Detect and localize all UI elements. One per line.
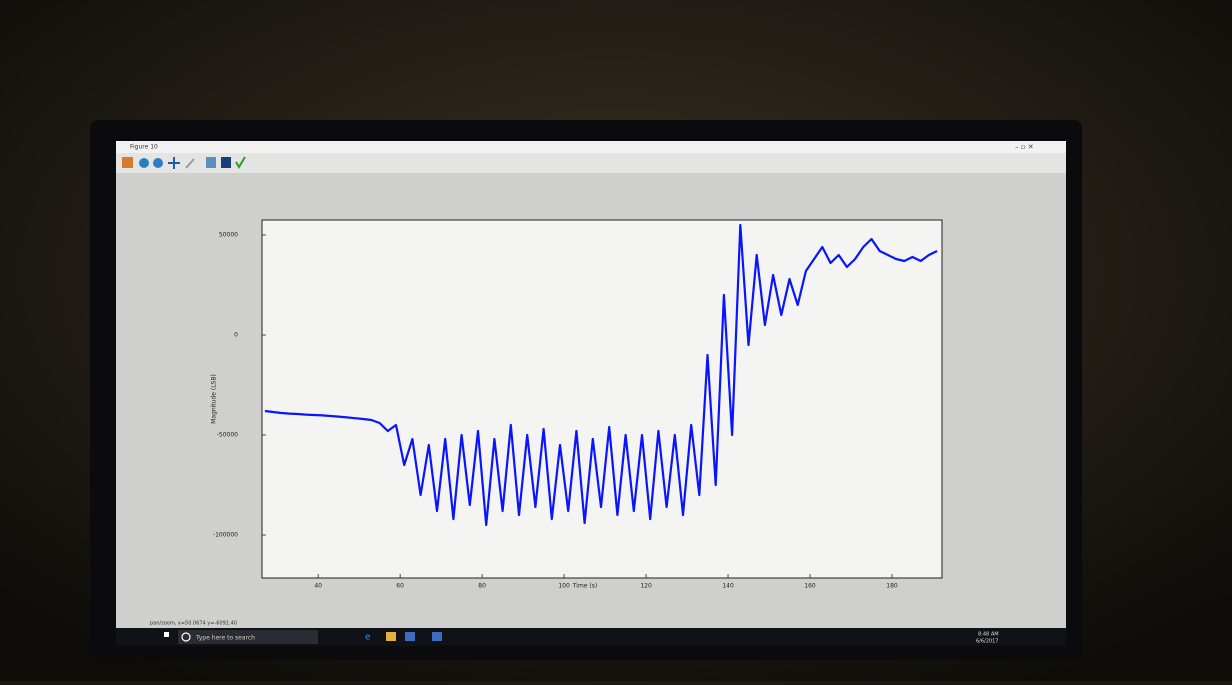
x-tick-label: 160: [804, 583, 816, 590]
toolbar: [116, 153, 1066, 173]
x-tick-label: 120: [640, 583, 652, 590]
x-tick-label: 180: [886, 583, 898, 590]
y-tick-label: 0: [234, 332, 238, 339]
start-button[interactable]: [164, 632, 169, 637]
clock-date: 6/6/2017: [976, 639, 998, 645]
window-title: Figure 10: [130, 144, 158, 151]
page: Figure 10 – ▫ ✕ 50000 0 -50000 -100000 40 60 8…: [0, 0, 1232, 681]
x-axis-label: Time (s): [572, 583, 597, 590]
y-axis-label: Magnitude (LSB): [211, 374, 218, 424]
x-tick-label: 40: [314, 583, 322, 590]
y-tick-label: -50000: [217, 432, 238, 439]
x-tick-label: 100: [558, 583, 570, 590]
title-bar: [116, 141, 1066, 153]
x-tick-label: 60: [396, 583, 404, 590]
search-placeholder[interactable]: Type here to search: [195, 635, 255, 642]
window-controls[interactable]: – ▫ ✕: [1015, 143, 1034, 151]
y-tick-label: -100000: [213, 532, 238, 539]
x-tick-label: 80: [478, 583, 486, 590]
y-tick-label: 50000: [219, 232, 238, 239]
clock-time: 8:48 AM: [978, 632, 999, 638]
svg-text:e: e: [365, 633, 371, 643]
x-tick-label: 140: [722, 583, 734, 590]
status-bar: pan/zoom, x=50.0674 y=-6091.40: [150, 621, 237, 627]
photo: Figure 10 – ▫ ✕ 50000 0 -50000 -100000 40 60 8…: [0, 0, 1232, 681]
plot-area: [262, 220, 942, 578]
